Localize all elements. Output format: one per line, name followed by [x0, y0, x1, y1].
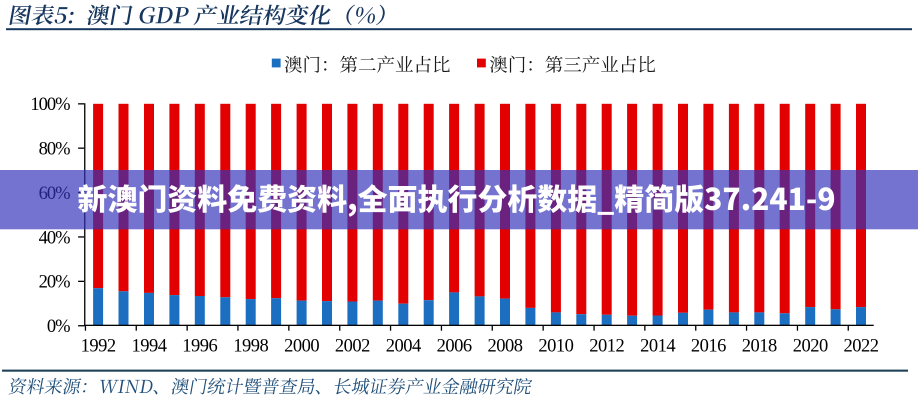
svg-text:2012: 2012	[589, 336, 624, 356]
svg-text:2004: 2004	[386, 336, 421, 356]
svg-text:2006: 2006	[437, 336, 472, 356]
svg-text:2016: 2016	[691, 336, 726, 356]
svg-text:2008: 2008	[488, 336, 523, 356]
svg-text:2000: 2000	[284, 336, 319, 356]
svg-text:1994: 1994	[132, 336, 167, 356]
svg-text:1992: 1992	[81, 336, 116, 356]
svg-text:1998: 1998	[233, 336, 268, 356]
svg-text:1996: 1996	[182, 336, 217, 356]
svg-text:2002: 2002	[335, 336, 370, 356]
svg-text:40%: 40%	[39, 228, 71, 248]
svg-text:2018: 2018	[742, 336, 777, 356]
svg-text:0%: 0%	[47, 317, 70, 337]
svg-text:20%: 20%	[39, 273, 71, 293]
svg-text:100%: 100%	[30, 95, 70, 115]
svg-text:2022: 2022	[844, 336, 879, 356]
svg-text:80%: 80%	[39, 140, 71, 160]
svg-text:2020: 2020	[793, 336, 828, 356]
svg-text:2014: 2014	[640, 336, 675, 356]
svg-text:2010: 2010	[538, 336, 573, 356]
